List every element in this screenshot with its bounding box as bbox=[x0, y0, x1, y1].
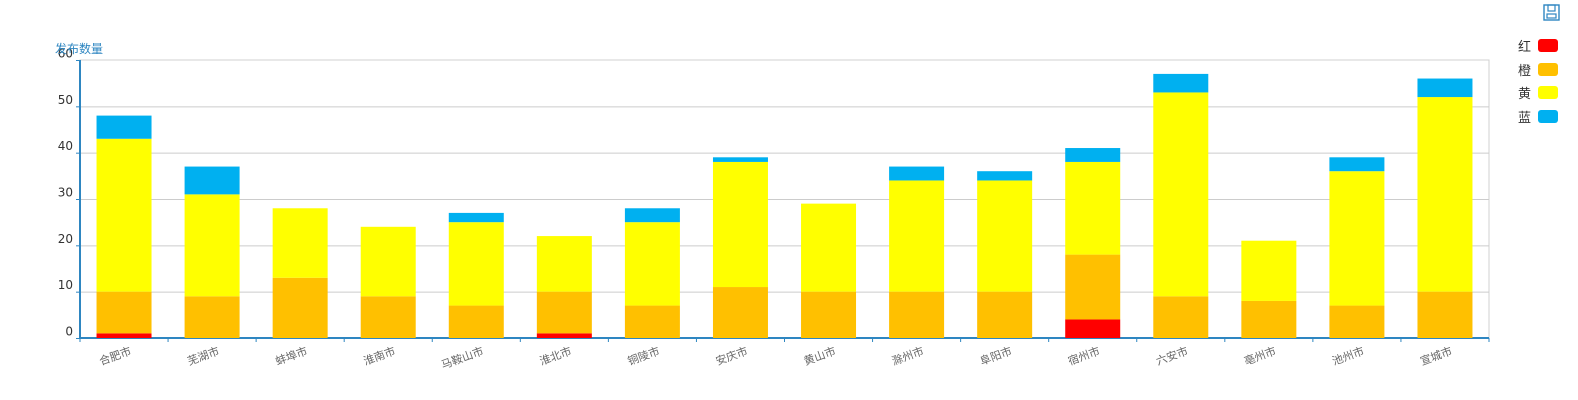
y-axis-title: 发布数量 bbox=[55, 42, 104, 56]
x-tick-label: 宿州市 bbox=[1066, 344, 1102, 368]
x-tick-label: 铜陵市 bbox=[626, 344, 662, 368]
bar-segment bbox=[889, 291, 945, 338]
bar-segment bbox=[1241, 300, 1297, 338]
bar-segment bbox=[184, 296, 240, 338]
bar-segment bbox=[712, 161, 768, 288]
legend-item[interactable]: 红 bbox=[1518, 34, 1558, 58]
bar-segment bbox=[712, 157, 768, 162]
bar-segment bbox=[801, 291, 857, 338]
bar-segment bbox=[889, 166, 945, 181]
bar-segment bbox=[536, 291, 592, 334]
legend-item[interactable]: 蓝 bbox=[1518, 105, 1558, 129]
legend-label: 橙 bbox=[1518, 63, 1532, 79]
bar-segment bbox=[96, 333, 152, 338]
y-tick-label: 10 bbox=[58, 278, 73, 292]
x-tick-label: 淮北市 bbox=[538, 344, 574, 368]
x-tick-label: 黄山市 bbox=[802, 344, 838, 368]
x-tick-label: 马鞍山市 bbox=[439, 344, 485, 372]
bar-segment bbox=[1417, 78, 1473, 98]
legend-item[interactable]: 橙 bbox=[1518, 58, 1558, 82]
bar-segment bbox=[624, 222, 680, 306]
y-tick-label: 0 bbox=[65, 325, 73, 339]
bar-segment bbox=[96, 291, 152, 334]
x-tick-label: 芜湖市 bbox=[185, 344, 221, 368]
y-tick-label: 50 bbox=[58, 93, 73, 107]
x-tick-label: 阜阳市 bbox=[978, 344, 1014, 368]
bar-segment bbox=[1065, 148, 1121, 162]
bar-segment bbox=[1153, 92, 1209, 297]
bar-segment bbox=[712, 287, 768, 338]
bar-segment bbox=[448, 305, 504, 338]
bar-segment bbox=[96, 138, 152, 292]
y-tick-label: 60 bbox=[58, 47, 73, 61]
save-image-icon[interactable] bbox=[1543, 4, 1560, 21]
bar-segment bbox=[624, 208, 680, 223]
bar-segment bbox=[801, 203, 857, 292]
bar-segment bbox=[184, 166, 240, 195]
x-tick-label: 六安市 bbox=[1154, 344, 1190, 368]
bar-segment bbox=[1153, 73, 1209, 93]
bar-segment bbox=[1065, 254, 1121, 320]
bar-segment bbox=[360, 226, 416, 297]
bar-segment bbox=[889, 180, 945, 292]
legend-swatch bbox=[1538, 39, 1558, 53]
bar-segment bbox=[1417, 97, 1473, 292]
legend-item[interactable]: 黄 bbox=[1518, 81, 1558, 105]
bar-segment bbox=[977, 171, 1033, 181]
bar-segment bbox=[1153, 296, 1209, 338]
chart-legend: 红橙黄蓝 bbox=[1518, 34, 1558, 128]
bar-segment bbox=[977, 291, 1033, 338]
bar-segment bbox=[1241, 240, 1297, 301]
legend-swatch bbox=[1538, 109, 1558, 123]
bar-segment bbox=[536, 236, 592, 292]
x-tick-label: 亳州市 bbox=[1242, 344, 1278, 368]
bar-segment bbox=[1329, 157, 1385, 172]
legend-label: 蓝 bbox=[1518, 110, 1532, 126]
bar-segment bbox=[96, 115, 152, 139]
bar-segment bbox=[448, 212, 504, 223]
y-tick-label: 40 bbox=[58, 139, 73, 153]
legend-label: 红 bbox=[1518, 40, 1532, 56]
bar-segment bbox=[360, 296, 416, 338]
x-tick-label: 合肥市 bbox=[97, 344, 133, 368]
bar-segment bbox=[1065, 161, 1121, 255]
bar-segment bbox=[448, 222, 504, 306]
legend-label: 黄 bbox=[1518, 87, 1532, 103]
x-tick-label: 滁州市 bbox=[890, 344, 926, 368]
y-tick-label: 20 bbox=[58, 232, 73, 246]
bar-segment bbox=[272, 277, 328, 338]
legend-swatch bbox=[1538, 62, 1558, 76]
bar-segment bbox=[1417, 291, 1473, 338]
bar-segment bbox=[977, 180, 1033, 292]
bar-segment bbox=[536, 333, 592, 338]
x-tick-label: 安庆市 bbox=[714, 344, 750, 368]
x-tick-label: 宣城市 bbox=[1418, 344, 1454, 368]
x-tick-label: 池州市 bbox=[1330, 344, 1366, 368]
y-tick-label: 30 bbox=[58, 186, 73, 200]
bar-segment bbox=[272, 208, 328, 278]
bar-segment bbox=[1065, 319, 1121, 338]
legend-swatch bbox=[1538, 86, 1558, 100]
bar-segment bbox=[1329, 305, 1385, 338]
x-tick-label: 淮南市 bbox=[361, 344, 397, 368]
bar-segment bbox=[184, 194, 240, 297]
x-tick-label: 蚌埠市 bbox=[273, 344, 309, 368]
bar-segment bbox=[624, 305, 680, 338]
bar-segment bbox=[1329, 171, 1385, 306]
